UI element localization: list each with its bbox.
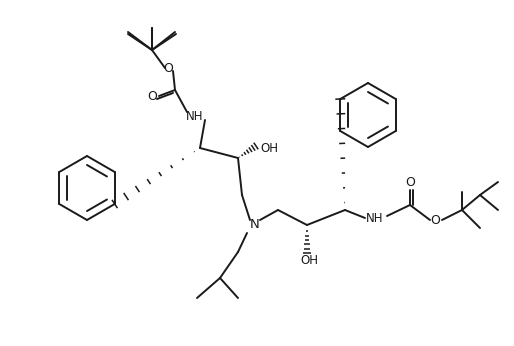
Text: NH: NH: [366, 211, 384, 225]
Text: N: N: [250, 219, 260, 231]
Text: OH: OH: [300, 254, 318, 266]
Text: NH: NH: [186, 109, 204, 122]
Text: O: O: [405, 176, 415, 190]
Text: O: O: [147, 90, 157, 102]
Text: OH: OH: [260, 142, 278, 155]
Text: O: O: [163, 62, 173, 74]
Text: O: O: [430, 213, 440, 227]
